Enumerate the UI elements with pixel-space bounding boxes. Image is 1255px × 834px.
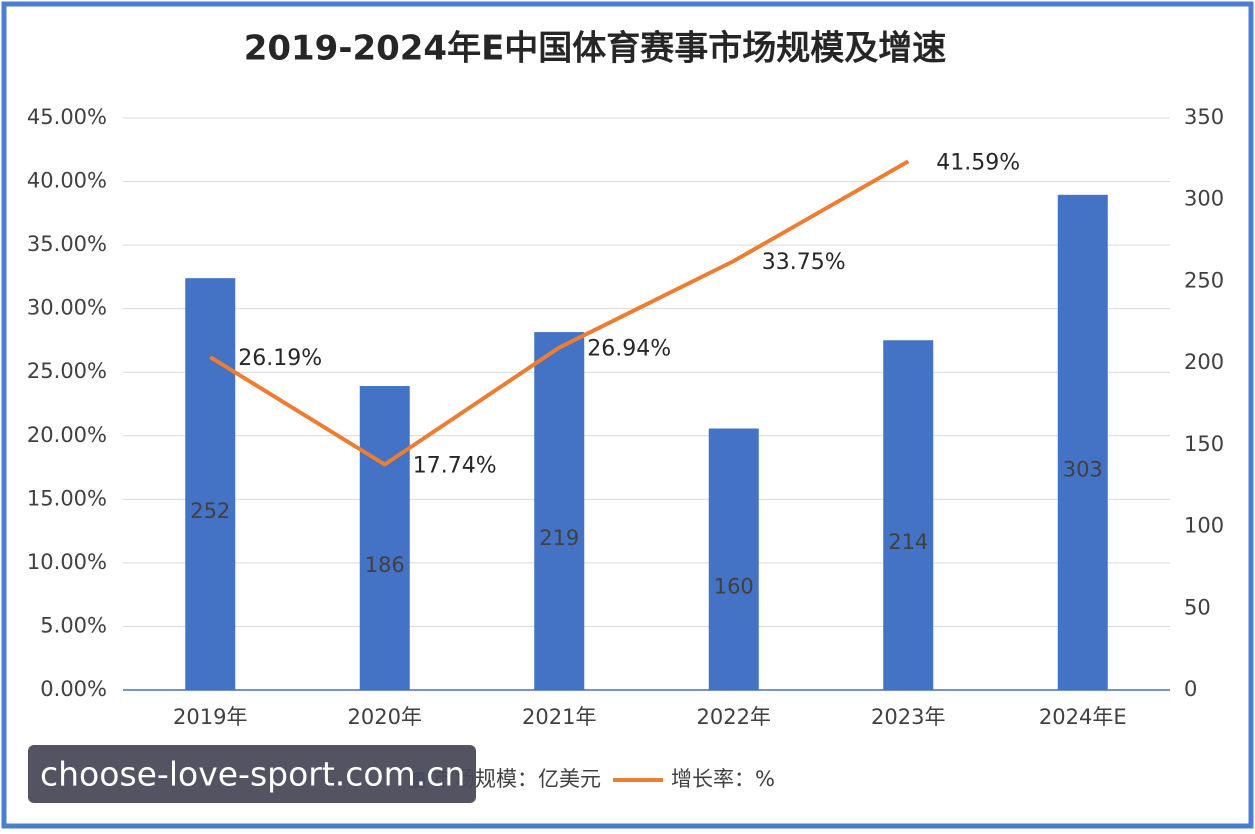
y-tick-label: 15.00% — [27, 486, 107, 510]
bar-value-label: 303 — [1063, 457, 1103, 481]
y-tick-label: 5.00% — [40, 613, 107, 637]
y2-tick-label: 150 — [1184, 432, 1224, 456]
line-value-label: 26.94% — [587, 337, 671, 362]
bar-value-label: 160 — [714, 574, 754, 598]
y2-tick-label: 200 — [1184, 350, 1224, 374]
y-tick-label: 20.00% — [27, 423, 107, 447]
line-value-label: 17.74% — [413, 454, 497, 479]
y2-tick-label: 250 — [1184, 268, 1224, 292]
y-tick-label: 0.00% — [40, 677, 107, 701]
y2-tick-label: 50 — [1184, 595, 1211, 619]
y-tick-label: 35.00% — [27, 232, 107, 256]
y-tick-label: 10.00% — [27, 550, 107, 574]
x-tick-label: 2020年 — [348, 705, 422, 729]
bar-value-label: 214 — [888, 530, 928, 554]
y2-tick-label: 350 — [1184, 105, 1224, 129]
y2-tick-label: 100 — [1184, 514, 1224, 538]
bar-value-label: 186 — [365, 553, 405, 577]
watermark: choose-love-sport.com.cn — [40, 755, 465, 794]
y2-tick-label: 300 — [1184, 187, 1224, 211]
line-value-label: 33.75% — [762, 250, 846, 275]
bar — [534, 332, 585, 690]
y-tick-label: 40.00% — [27, 169, 107, 193]
chart-title: 2019-2024年E中国体育赛事市场规模及增速 — [244, 29, 947, 69]
bar-value-label: 219 — [539, 526, 579, 550]
watermark-box — [28, 745, 476, 803]
bar — [708, 428, 759, 690]
line — [209, 159, 910, 467]
y-tick-label: 45.00% — [27, 105, 107, 129]
line-value-label: 41.59% — [936, 150, 1020, 175]
bar — [883, 340, 934, 690]
x-tick-label: 2024年E — [1039, 705, 1127, 729]
x-tick-label: 2023年 — [871, 705, 945, 729]
y2-tick-label: 0 — [1184, 677, 1197, 701]
bar-value-label: 252 — [190, 499, 230, 523]
bar — [1057, 194, 1108, 690]
y-tick-label: 30.00% — [27, 296, 107, 320]
bar — [359, 386, 410, 690]
x-tick-label: 2021年 — [522, 705, 596, 729]
line-value-label: 26.19% — [238, 346, 322, 371]
x-tick-label: 2022年 — [697, 705, 771, 729]
legend-label: 增长率：% — [671, 767, 775, 791]
y-tick-label: 25.00% — [27, 359, 107, 383]
bar — [185, 278, 236, 690]
x-tick-label: 2019年 — [173, 705, 247, 729]
